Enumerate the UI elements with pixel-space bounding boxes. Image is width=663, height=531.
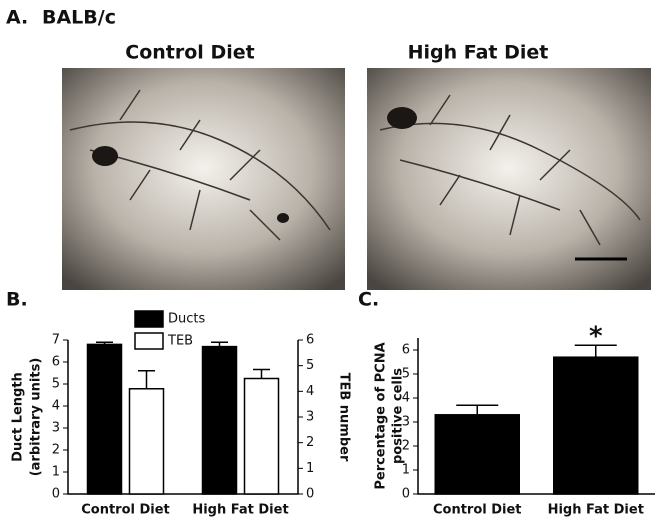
panel-label: B. (6, 289, 28, 311)
micrograph (62, 68, 345, 290)
annotation: * (589, 322, 603, 352)
error-bar (574, 344, 617, 358)
bar (553, 356, 639, 495)
x-tick-label: Control Diet (433, 503, 522, 518)
panel-title: BALB/c (42, 7, 116, 29)
legend-label: TEB (167, 334, 193, 349)
bar (201, 345, 238, 495)
micrograph (367, 68, 651, 290)
image-title: Control Diet (125, 42, 254, 64)
y2-axis-label: TEB number (337, 373, 352, 462)
x-tick-label: Control Diet (81, 503, 170, 518)
y-tick-label: 1 (52, 465, 60, 480)
y-tick-label: 6 (52, 355, 60, 370)
y2-tick-label: 4 (306, 384, 314, 399)
legend-swatch (134, 310, 164, 328)
y-tick-label: 5 (402, 367, 410, 382)
y2-tick-label: 3 (306, 410, 314, 425)
error-bar (138, 370, 155, 389)
bar (128, 388, 165, 495)
y-tick-label: 4 (402, 391, 410, 406)
y2-tick-label: 1 (306, 461, 314, 476)
image-title: High Fat Diet (408, 42, 549, 64)
panel-label: A. (6, 7, 28, 29)
bar (86, 343, 123, 495)
y-tick-label: 3 (52, 421, 60, 436)
error-bar (456, 404, 499, 415)
y-tick-label: 7 (52, 333, 60, 348)
error-bar (253, 368, 270, 379)
legend-swatch (134, 332, 164, 350)
y2-tick-label: 0 (306, 487, 314, 502)
y-tick-label: 5 (52, 377, 60, 392)
y-axis-label: Duct Length (11, 372, 26, 462)
bar (243, 377, 280, 495)
y-tick-label: 2 (402, 439, 410, 454)
y2-tick-label: 6 (306, 333, 314, 348)
bar (434, 414, 520, 495)
y-tick-label: 2 (52, 443, 60, 458)
y-axis-label: (arbitrary units) (29, 358, 44, 477)
y-axis-label: positive cells (391, 368, 406, 464)
y-tick-label: 0 (52, 487, 60, 502)
y-tick-label: 1 (402, 463, 410, 478)
x-tick-label: High Fat Diet (192, 503, 288, 518)
y-tick-label: 6 (402, 343, 410, 358)
y-tick-label: 4 (52, 399, 60, 414)
y2-tick-label: 5 (306, 358, 314, 373)
y-tick-label: 3 (402, 415, 410, 430)
x-tick-label: High Fat Diet (548, 503, 644, 518)
y-axis-label: Percentage of PCNA (374, 342, 389, 489)
y-tick-label: 0 (402, 487, 410, 502)
y2-tick-label: 2 (306, 435, 314, 450)
legend-label: Ducts (168, 312, 205, 327)
panel-label: C. (358, 289, 379, 311)
